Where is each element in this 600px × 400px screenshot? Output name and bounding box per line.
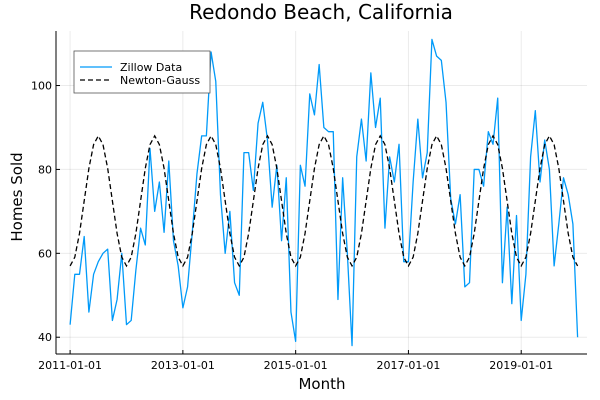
legend-box [73, 50, 211, 94]
series-layer [69, 38, 579, 347]
y-ticks: 40 60 80 100 [31, 80, 52, 345]
axes [55, 31, 587, 355]
x-tick-label: 2011-01-01 [38, 359, 102, 372]
y-tick-label: 80 [38, 163, 52, 176]
y-tick-label: 100 [31, 80, 52, 93]
x-tick-label: 2017-01-01 [376, 359, 440, 372]
chart-title: Redondo Beach, California [189, 0, 453, 24]
legend-label-zillow: Zillow Data [120, 61, 182, 74]
legend-label-newton: Newton-Gauss [120, 74, 200, 87]
y-tick-label: 40 [38, 331, 52, 344]
legend: Zillow Data Newton-Gauss [73, 50, 211, 94]
y-axis-label: Homes Sold [8, 152, 26, 241]
x-tick-label: 2015-01-01 [264, 359, 328, 372]
series-zillow-data-line [69, 38, 579, 347]
x-tick-label: 2013-01-01 [151, 359, 215, 372]
series-newton-gauss-line [69, 134, 579, 268]
x-ticks: 2011-01-01 2013-01-01 2015-01-01 2017-01-01… [38, 359, 553, 372]
x-tick-label: 2019-01-01 [489, 359, 553, 372]
y-tick-label: 60 [38, 247, 52, 260]
x-axis-label: Month [298, 375, 345, 393]
